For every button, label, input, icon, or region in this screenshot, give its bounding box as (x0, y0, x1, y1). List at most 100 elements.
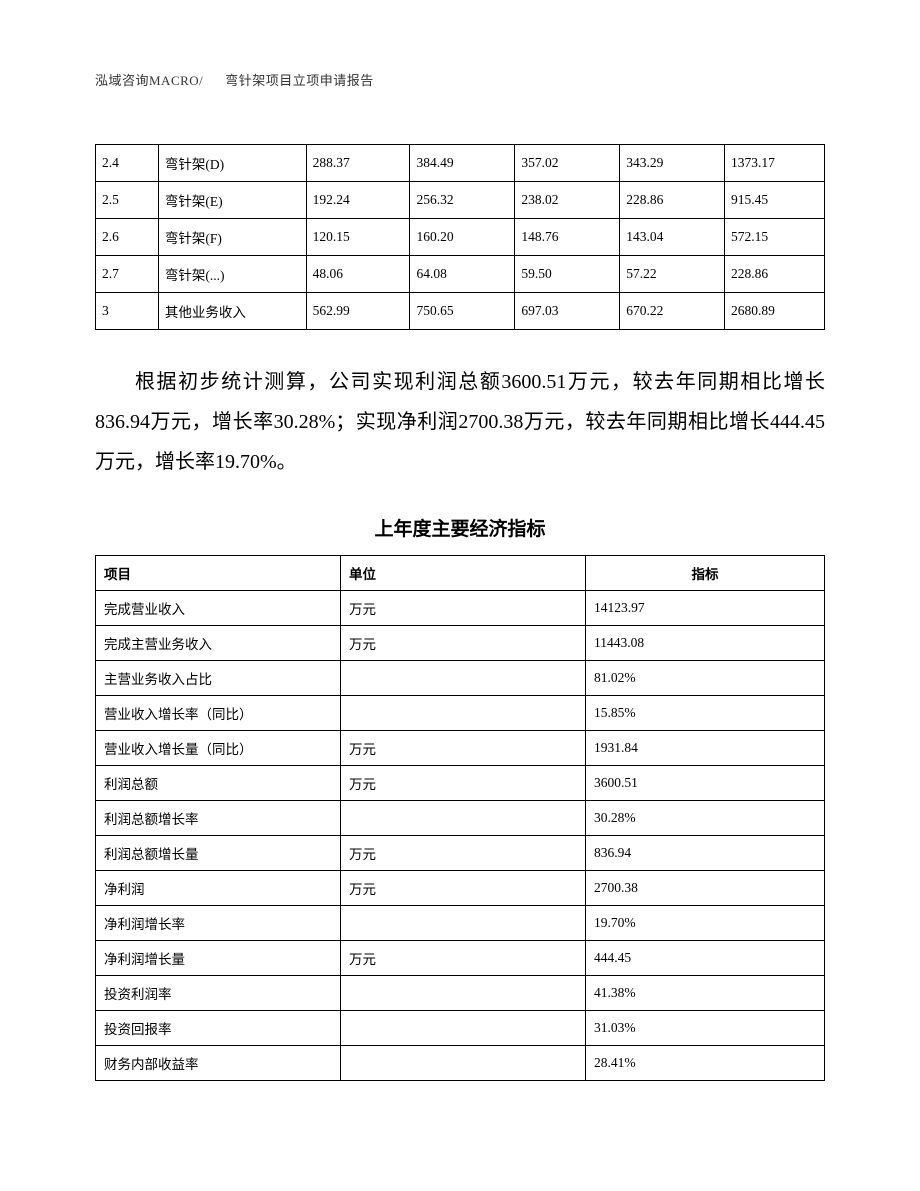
table-row: 投资回报率 31.03% (96, 1011, 825, 1046)
table-cell (341, 1046, 586, 1081)
table-cell: 228.86 (620, 182, 725, 219)
table-cell: 14123.97 (586, 591, 825, 626)
table-cell: 19.70% (586, 906, 825, 941)
table-header-row: 项目 单位 指标 (96, 556, 825, 591)
summary-paragraph: 根据初步统计测算，公司实现利润总额3600.51万元，较去年同期相比增长836.… (95, 362, 825, 482)
table-row: 净利润万元2700.38 (96, 871, 825, 906)
table-cell: 弯针架(...) (158, 256, 306, 293)
table-cell: 万元 (341, 731, 586, 766)
table-cell: 2700.38 (586, 871, 825, 906)
table-cell (341, 976, 586, 1011)
table-row: 净利润增长率 19.70% (96, 906, 825, 941)
table-cell: 营业收入增长率（同比） (96, 696, 341, 731)
table-row: 营业收入增长量（同比）万元1931.84 (96, 731, 825, 766)
table-cell: 弯针架(F) (158, 219, 306, 256)
col-header-unit: 单位 (341, 556, 586, 591)
table-cell: 3600.51 (586, 766, 825, 801)
table-cell: 64.08 (410, 256, 515, 293)
table-cell: 利润总额增长量 (96, 836, 341, 871)
table-row: 2.7弯针架(...)48.0664.0859.5057.22228.86 (96, 256, 825, 293)
table-cell: 256.32 (410, 182, 515, 219)
table-cell: 2.5 (96, 182, 159, 219)
table-cell: 15.85% (586, 696, 825, 731)
table-cell: 主营业务收入占比 (96, 661, 341, 696)
table-row: 投资利润率41.38% (96, 976, 825, 1011)
table-row: 3其他业务收入562.99750.65697.03670.222680.89 (96, 293, 825, 330)
table-cell: 357.02 (515, 145, 620, 182)
table-cell: 弯针架(D) (158, 145, 306, 182)
table-cell: 836.94 (586, 836, 825, 871)
table-cell: 143.04 (620, 219, 725, 256)
table-cell: 2.7 (96, 256, 159, 293)
table-cell: 1931.84 (586, 731, 825, 766)
header-right: 弯针架项目立项申请报告 (225, 73, 374, 88)
table-cell: 投资回报率 (96, 1011, 341, 1046)
table-cell: 1373.17 (725, 145, 825, 182)
table-row: 2.5弯针架(E)192.24256.32238.02228.86915.45 (96, 182, 825, 219)
table-cell: 28.41% (586, 1046, 825, 1081)
table-cell: 完成营业收入 (96, 591, 341, 626)
table-cell: 净利润增长率 (96, 906, 341, 941)
table-row: 财务内部收益率 28.41% (96, 1046, 825, 1081)
table-cell: 完成主营业务收入 (96, 626, 341, 661)
table-row: 完成营业收入万元14123.97 (96, 591, 825, 626)
col-header-indicator: 指标 (586, 556, 825, 591)
table-row: 2.4弯针架(D)288.37384.49357.02343.291373.17 (96, 145, 825, 182)
table-cell: 30.28% (586, 801, 825, 836)
table-cell: 81.02% (586, 661, 825, 696)
table-cell: 572.15 (725, 219, 825, 256)
table-cell: 48.06 (306, 256, 410, 293)
table-row: 营业收入增长率（同比） 15.85% (96, 696, 825, 731)
page-header: 泓域咨询MACRO/弯针架项目立项申请报告 (95, 70, 825, 89)
table-cell: 万元 (341, 626, 586, 661)
table-cell: 384.49 (410, 145, 515, 182)
table-cell: 11443.08 (586, 626, 825, 661)
table-cell: 228.86 (725, 256, 825, 293)
indicators-table-title: 上年度主要经济指标 (95, 514, 825, 541)
table-cell: 利润总额增长率 (96, 801, 341, 836)
table-cell: 营业收入增长量（同比） (96, 731, 341, 766)
table-row: 利润总额增长量万元836.94 (96, 836, 825, 871)
table-cell: 投资利润率 (96, 976, 341, 1011)
table-cell: 562.99 (306, 293, 410, 330)
table-cell (341, 906, 586, 941)
table-cell: 2680.89 (725, 293, 825, 330)
revenue-breakdown-table: 2.4弯针架(D)288.37384.49357.02343.291373.17… (95, 144, 825, 330)
table-cell (341, 801, 586, 836)
table-cell: 915.45 (725, 182, 825, 219)
table-cell (341, 661, 586, 696)
table-cell: 财务内部收益率 (96, 1046, 341, 1081)
table-row: 利润总额万元3600.51 (96, 766, 825, 801)
table-cell: 净利润 (96, 871, 341, 906)
table-cell: 192.24 (306, 182, 410, 219)
table-cell: 148.76 (515, 219, 620, 256)
table-cell: 57.22 (620, 256, 725, 293)
table-row: 2.6弯针架(F)120.15160.20148.76143.04572.15 (96, 219, 825, 256)
table-cell: 59.50 (515, 256, 620, 293)
table-cell: 750.65 (410, 293, 515, 330)
table-cell: 万元 (341, 871, 586, 906)
table-cell (341, 696, 586, 731)
table-cell: 万元 (341, 941, 586, 976)
table-cell: 288.37 (306, 145, 410, 182)
table-row: 完成主营业务收入万元11443.08 (96, 626, 825, 661)
table-cell: 3 (96, 293, 159, 330)
table-cell: 万元 (341, 836, 586, 871)
col-header-item: 项目 (96, 556, 341, 591)
table-cell: 697.03 (515, 293, 620, 330)
indicators-table: 项目 单位 指标 完成营业收入万元14123.97完成主营业务收入万元11443… (95, 555, 825, 1081)
table-cell: 2.4 (96, 145, 159, 182)
table-row: 主营业务收入占比 81.02% (96, 661, 825, 696)
table-cell: 343.29 (620, 145, 725, 182)
table-row: 利润总额增长率 30.28% (96, 801, 825, 836)
table-cell: 120.15 (306, 219, 410, 256)
table-cell: 万元 (341, 591, 586, 626)
table-cell: 31.03% (586, 1011, 825, 1046)
table-cell: 万元 (341, 766, 586, 801)
table-cell: 2.6 (96, 219, 159, 256)
table-cell: 其他业务收入 (158, 293, 306, 330)
table-cell: 238.02 (515, 182, 620, 219)
table-cell: 净利润增长量 (96, 941, 341, 976)
table-cell: 444.45 (586, 941, 825, 976)
table-row: 净利润增长量万元444.45 (96, 941, 825, 976)
